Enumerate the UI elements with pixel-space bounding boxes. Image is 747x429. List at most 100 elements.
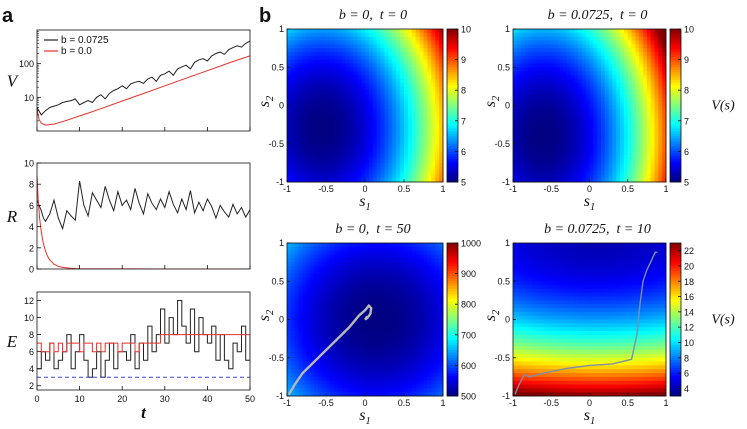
heatmap-cell (287, 357, 292, 362)
heatmap-cell (419, 384, 424, 389)
heatmap-cell (302, 55, 307, 61)
heatmap-cell (562, 82, 567, 87)
heatmap-cell (365, 71, 370, 76)
colorbar-cell (670, 118, 681, 122)
heatmap-cell (415, 63, 420, 68)
heatmap-cell (357, 300, 362, 305)
heatmap-cell (388, 59, 393, 64)
heatmap-cell (593, 139, 598, 145)
heatmap-cell (384, 44, 389, 49)
heatmap-cell (404, 323, 409, 328)
heatmap-cell (333, 254, 339, 259)
heatmap-cell (411, 288, 417, 294)
heatmap-cell (372, 277, 378, 282)
colorbar-tick-label-h1-5: 10 (461, 25, 471, 35)
heatmap-cell (616, 105, 621, 110)
heatmap-cell (357, 151, 362, 156)
heatmap-cell (345, 36, 350, 41)
heatmap-cell (589, 113, 594, 118)
heatmap-cell (372, 78, 378, 83)
heatmap-cell (662, 40, 667, 45)
heatmap-cell (423, 124, 428, 129)
heatmap-cell (290, 281, 296, 286)
heatmap-cell (535, 174, 541, 179)
heatmap-cell (365, 292, 370, 297)
heatmap-cell (593, 71, 598, 76)
colorbar-cell (670, 69, 681, 73)
heatmap-cell (392, 380, 397, 385)
heatmap-cell (329, 380, 335, 385)
heatmap-cell (423, 269, 428, 274)
heatmap-cell (616, 51, 621, 57)
heatmap-cell (631, 90, 636, 95)
heatmap-cell (439, 90, 444, 95)
heatmap-cell (658, 155, 663, 160)
heatmap-cell (294, 250, 300, 255)
heatmap-cell (290, 361, 296, 366)
heatmap-cell (396, 376, 401, 382)
heatmap-cell (423, 48, 428, 53)
heatmap-cell (353, 174, 358, 179)
heatmap-cell (643, 113, 648, 118)
ytick-label-E-0: 2 (29, 381, 34, 391)
heatmap-cell (604, 170, 610, 175)
colorbar-cell (447, 57, 458, 60)
ytick-label-R-2: 4 (29, 222, 34, 232)
heatmap-cell (539, 59, 544, 64)
heatmap-cell (357, 296, 362, 301)
heatmap-cell (600, 116, 606, 122)
heatmap-cell (400, 361, 405, 366)
heatmap-cell (662, 143, 667, 148)
heatmap-cell (392, 304, 397, 309)
heatmap-cell (376, 116, 381, 122)
heatmap-cell (337, 258, 342, 263)
heatmap-cell (431, 32, 436, 38)
heatmap-cell (404, 59, 409, 64)
heatmap-cell (341, 55, 346, 61)
heatmap-cell (570, 159, 575, 164)
heatmap-cell (380, 67, 385, 72)
heatmap-cell (535, 132, 541, 137)
heatmap-cell (551, 48, 556, 53)
heatmap-cell (290, 155, 296, 160)
heatmap-cell (524, 90, 529, 95)
heatmap-cell (368, 327, 374, 332)
heatmap-cell (574, 105, 579, 110)
heatmap-cell (290, 105, 296, 110)
heatmap-cell (314, 376, 319, 382)
heatmap-cell (333, 29, 339, 34)
heatmap-cell (419, 281, 424, 286)
heatmap-cell (345, 262, 350, 267)
heatmap-cell (372, 155, 378, 160)
heatmap-cell (329, 388, 335, 393)
heatmap-cell (513, 86, 518, 91)
heatmap-cell (287, 353, 292, 359)
hm-ytick-label-h1-4: 1 (279, 24, 284, 34)
heatmap-cell (310, 113, 315, 118)
heatmap-cell (384, 97, 389, 103)
hm-ytick-label-h2-3: 0.5 (497, 62, 510, 72)
heatmap-cell (411, 315, 417, 320)
heatmap-cell (532, 74, 537, 80)
heatmap-cell (419, 32, 424, 38)
heatmap-cell (372, 162, 378, 168)
heatmap-cell (407, 350, 413, 355)
heatmap-cell (427, 128, 432, 133)
heatmap-cell (411, 323, 417, 328)
heatmap-cell (294, 288, 300, 294)
heatmap-cell (528, 109, 533, 114)
heatmap-cell (290, 311, 296, 317)
heatmap-cell (551, 109, 556, 114)
heatmap-cell (298, 365, 303, 370)
heatmap-cell (639, 51, 644, 57)
heatmap-cell (353, 315, 358, 320)
heatmap-cell (361, 246, 366, 252)
heatmap-cell (593, 166, 598, 171)
heatmap-cell (520, 136, 525, 141)
heatmap-cell (306, 361, 311, 366)
heatmap-cell (294, 265, 300, 271)
heatmap-cell (419, 67, 424, 72)
heatmap-cell (427, 40, 432, 45)
heatmap-cell (532, 109, 537, 114)
heatmap-cell (415, 246, 420, 252)
